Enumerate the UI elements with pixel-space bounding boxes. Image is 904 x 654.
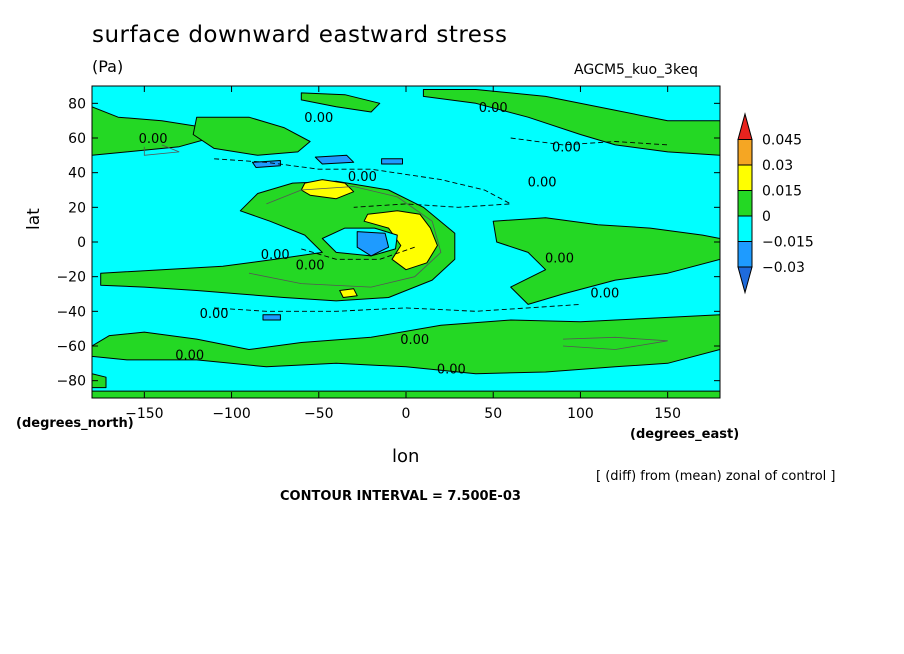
x-tick-label-5: 100 [567,406,594,422]
shaded-region-14 [252,160,281,168]
shaded-region-9 [363,210,438,271]
colorbar-label-2: 0.015 [762,184,802,200]
x-tick-label-2: −50 [304,406,334,422]
colorbar-bottom-arrow [737,266,753,295]
x-tick-label-6: 150 [654,406,681,422]
colorbar-top-arrow [737,112,753,140]
chart-title: surface downward eastward stress [92,22,508,48]
contour-line-0 [214,158,513,208]
y-tick-label-6: 40 [68,166,86,182]
shaded-region-16 [381,158,403,165]
contour-line-3 [301,246,415,260]
colorbar-box-3 [737,190,753,217]
y-tick-label-5: 20 [68,200,86,216]
shaded-region-10 [300,179,355,200]
contour-label-12: 0.00 [175,349,204,364]
x-tick-label-4: 50 [484,406,502,422]
shaded-region-7 [422,89,720,156]
contour-label-5: 0.00 [528,175,557,190]
difference-note: [ (diff) from (mean) zonal of control ] [596,469,836,484]
contour-label-10: 0.00 [200,307,229,322]
contour-label-0: 0.00 [139,132,168,147]
colorbar-box-5 [737,241,753,268]
contour-label-3: 0.00 [552,141,581,156]
y-tick-label-1: −60 [56,339,86,355]
shaded-region-8 [492,217,720,305]
shaded-region-15 [314,154,355,165]
contour-label-4: 0.00 [348,170,377,185]
y-tick-label-3: −20 [56,270,86,286]
contour-line-1 [214,303,581,312]
shaded-region-17 [262,314,281,321]
y-tick-label-4: 0 [77,235,86,251]
y-tick-label-0: −80 [56,374,86,390]
x-tick-label-3: 0 [402,406,411,422]
shaded-region-5 [192,116,311,156]
shaded-region-6 [300,92,381,113]
colorbar-box-1 [737,139,753,166]
colorbar-box-4 [737,215,753,242]
contour-line-2 [510,137,668,146]
y-tick-label-7: 60 [68,131,86,147]
y-tick-label-2: −40 [56,304,86,320]
colorbar-box-2 [737,164,753,191]
colorbar-label-5: −0.03 [762,260,805,276]
colorbar-label-3: 0 [762,209,771,225]
contour-label-13: 0.00 [437,363,466,378]
colorbar-label-0: 0.045 [762,133,802,149]
contour-label-11: 0.00 [400,333,429,348]
y-tick-label-8: 80 [68,96,86,112]
contour-label-6: 0.00 [261,248,290,263]
colorbar-label-4: −0.015 [762,235,814,251]
contour-label-8: 0.00 [545,252,574,267]
x-axis-label: lon [392,446,420,467]
contour-label-1: 0.00 [304,111,333,126]
contour-label-2: 0.00 [479,101,508,116]
shaded-region-2 [92,373,107,389]
colorbar-label-1: 0.03 [762,158,793,174]
x-axis-units: (degrees_east) [630,427,740,442]
contour-line-4 [248,186,442,288]
contour-label-7: 0.00 [296,259,325,274]
shaded-region-13 [356,231,390,257]
run-label: AGCM5_kuo_3keq [574,62,699,78]
chart-units: (Pa) [92,57,124,76]
x-tick-label-1: −100 [212,406,250,422]
contour-interval: CONTOUR INTERVAL = 7.500E-03 [280,489,521,504]
contour-label-9: 0.00 [590,286,619,301]
contour-line-6 [562,336,668,350]
shaded-region-3 [100,180,456,302]
shaded-region-0 [92,314,720,375]
y-axis-units: (degrees_north) [16,416,134,431]
shaded-region-11 [339,288,358,298]
x-tick-label-0: −150 [125,406,163,422]
contour-line-5 [143,144,180,156]
